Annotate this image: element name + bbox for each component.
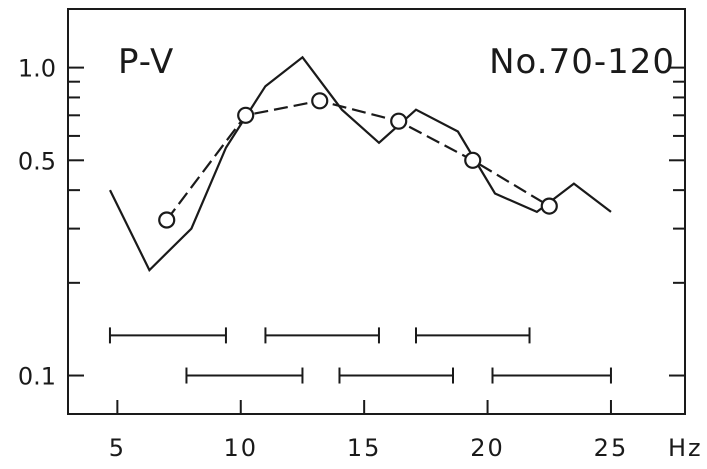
x-tick-label: 25	[594, 434, 629, 462]
x-unit-label: Hz	[668, 434, 703, 462]
data-point-circle	[311, 92, 329, 110]
x-tick-label: 5	[109, 434, 126, 462]
data-point-circle	[540, 197, 558, 215]
data-point-circle	[158, 211, 176, 229]
y-tick-label: 1.0	[18, 55, 56, 83]
plot-frame	[67, 8, 686, 415]
frequency-bands	[108, 327, 612, 384]
data-point-circle	[390, 112, 408, 130]
series-layer	[109, 55, 612, 272]
y-tick-label: 0.5	[18, 147, 56, 175]
x-tick-label: 20	[470, 434, 505, 462]
ticks-layer: 0.1 0.5 1.0 5 10 15 20 25	[18, 55, 685, 462]
data-point-circle	[237, 106, 255, 124]
series-line-1	[109, 55, 612, 272]
title-right: No.70-120	[489, 42, 675, 82]
x-tick-label: 10	[223, 434, 258, 462]
series-line-2	[165, 99, 550, 221]
x-tick-label: 15	[347, 434, 382, 462]
data-point-circle	[464, 151, 482, 169]
y-tick-label: 0.1	[18, 363, 56, 391]
title-left: P-V	[118, 42, 174, 82]
